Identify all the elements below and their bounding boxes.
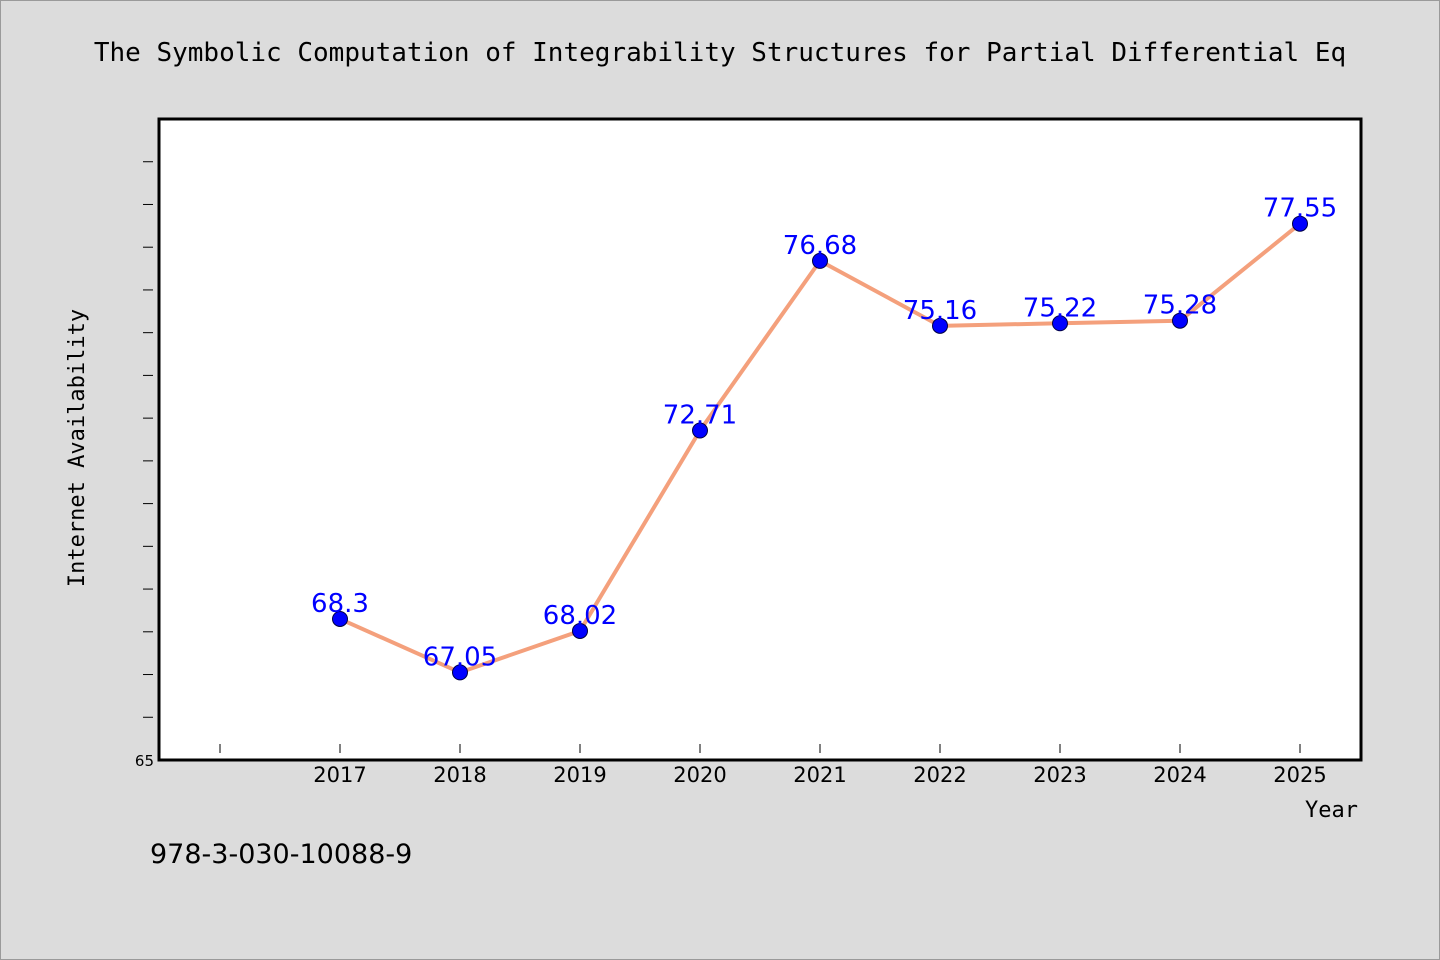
x-tick-label: 2018 — [433, 763, 486, 787]
data-point — [572, 622, 588, 639]
x-tick-label: 2019 — [553, 763, 606, 787]
data-label: 76.68 — [783, 231, 857, 261]
data-label: 75.28 — [1143, 291, 1217, 321]
series-internet-availability: 68.3 67.05 68.02 72.71 76.68 75.16 75.22 75.28 7… — [311, 194, 1337, 681]
x-tick-label: 2025 — [1273, 763, 1326, 787]
isbn-text: 978-3-030-10088-9 — [150, 839, 412, 870]
x-axis-label: Year — [1305, 798, 1358, 823]
y-axis-label: Internet Availability — [65, 309, 90, 587]
data-point — [812, 252, 828, 269]
data-point — [1052, 315, 1068, 332]
data-label: 77.55 — [1263, 194, 1337, 224]
data-label: 67.05 — [423, 642, 497, 672]
data-label: 72.71 — [663, 401, 737, 431]
chart-title: The Symbolic Computation of Integrabilit… — [94, 38, 1346, 68]
data-point — [692, 422, 708, 439]
x-axis-ticks — [219, 744, 1301, 753]
data-point — [452, 664, 468, 681]
x-tick-label: 2020 — [673, 763, 726, 787]
y-tick-label-min: 65 — [135, 752, 154, 770]
y-axis-ticks — [143, 161, 153, 718]
data-label: 68.3 — [311, 589, 369, 619]
data-label: 68.02 — [543, 601, 617, 631]
x-tick-label: 2022 — [913, 763, 966, 787]
data-point — [1172, 312, 1188, 329]
x-tick-label: 2021 — [793, 763, 846, 787]
x-tick-labels: 2017 2018 2019 2020 2021 2022 2023 2024 2025 — [313, 763, 1326, 787]
data-label: 75.16 — [903, 296, 977, 326]
data-point — [1292, 215, 1308, 232]
data-point — [332, 610, 348, 627]
plot-area — [157, 117, 1363, 762]
x-tick-label: 2024 — [1153, 763, 1206, 787]
x-tick-label: 2017 — [313, 763, 366, 787]
data-point — [932, 317, 948, 334]
x-tick-label: 2023 — [1033, 763, 1086, 787]
data-label: 75.22 — [1023, 293, 1097, 323]
